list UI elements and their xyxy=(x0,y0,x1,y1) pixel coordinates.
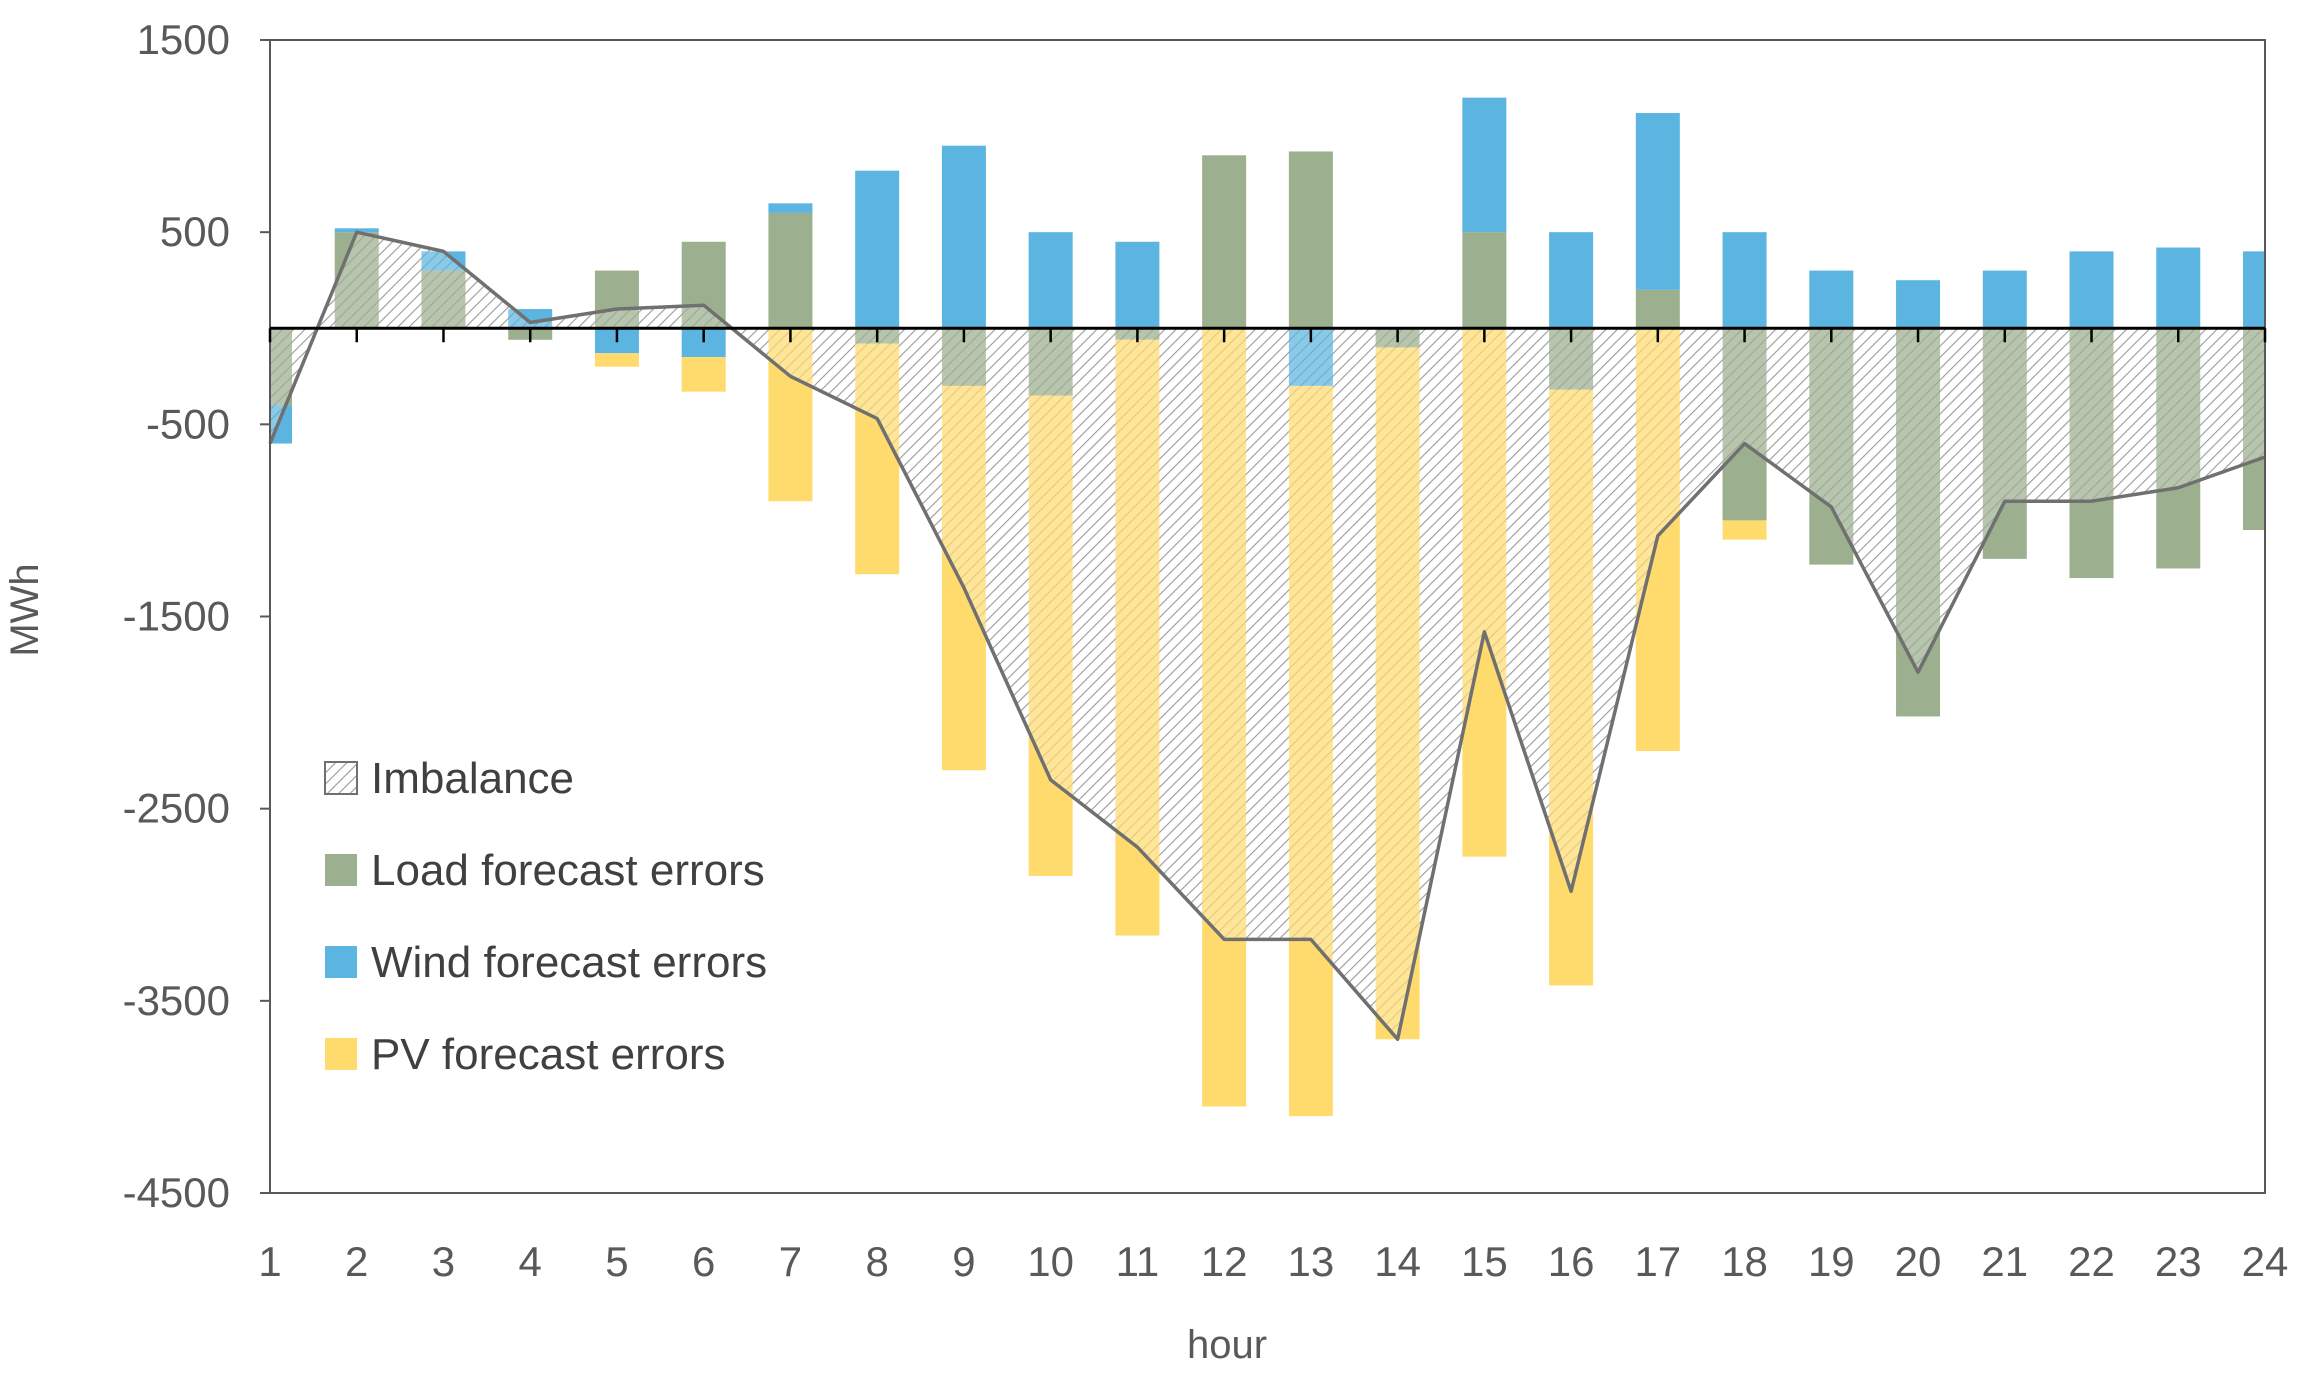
legend-label-pv: PV forecast errors xyxy=(371,1030,726,1079)
x-tick-label: 15 xyxy=(1461,1238,1508,1285)
x-axis-title: hour xyxy=(1187,1323,1267,1367)
legend-item-wind: Wind forecast errors xyxy=(325,938,767,987)
y-tick-label: -500 xyxy=(146,400,230,447)
load-bar-hour-15 xyxy=(1462,232,1507,329)
x-tick-label: 16 xyxy=(1548,1238,1595,1285)
wind-bar-hour-15 xyxy=(1462,97,1507,233)
y-tick-label: -1500 xyxy=(123,593,230,640)
x-tick-label: 9 xyxy=(952,1238,975,1285)
x-tick-label: 21 xyxy=(1981,1238,2028,1285)
y-tick-label: 500 xyxy=(160,208,230,255)
y-tick-label: 1500 xyxy=(137,16,230,63)
x-tick-label: 13 xyxy=(1288,1238,1335,1285)
x-tick-label: 3 xyxy=(432,1238,455,1285)
imbalance-line xyxy=(268,230,2266,1042)
legend: Imbalance Load forecast errors Wind foreca… xyxy=(324,754,767,1079)
wind-bar-hour-7 xyxy=(768,203,813,213)
x-tick-label: 5 xyxy=(605,1238,628,1285)
y-tick-label: -2500 xyxy=(123,785,230,832)
x-tick-label: 24 xyxy=(2242,1238,2289,1285)
x-tick-label: 23 xyxy=(2155,1238,2202,1285)
legend-swatch-pv xyxy=(325,1038,357,1070)
pv-bar-hour-5 xyxy=(594,353,639,367)
x-tick-label: 19 xyxy=(1808,1238,1855,1285)
x-tick-label: 2 xyxy=(345,1238,368,1285)
legend-label-imbalance: Imbalance xyxy=(371,754,574,803)
y-tick-label: -4500 xyxy=(123,1169,230,1216)
legend-label-load: Load forecast errors xyxy=(371,846,765,895)
legend-item-load: Load forecast errors xyxy=(325,846,765,895)
legend-label-wind: Wind forecast errors xyxy=(371,938,767,987)
x-tick-label: 20 xyxy=(1895,1238,1942,1285)
wind-bar-hour-24 xyxy=(2243,251,2265,329)
legend-item-imbalance: Imbalance xyxy=(324,754,574,803)
x-tick-label: 18 xyxy=(1721,1238,1768,1285)
legend-swatch-load xyxy=(325,854,357,886)
load-bar-hour-17 xyxy=(1635,289,1680,329)
load-bar-hour-12 xyxy=(1202,155,1247,329)
wind-bar-hour-17 xyxy=(1635,113,1680,290)
x-tick-label: 11 xyxy=(1116,1238,1160,1285)
wind-bar-hour-9 xyxy=(941,145,986,329)
wind-bar-hour-22 xyxy=(2069,251,2114,329)
load-bar-hour-13 xyxy=(1288,151,1333,329)
x-tick-label: 4 xyxy=(519,1238,542,1285)
y-tick-label: -3500 xyxy=(123,977,230,1024)
x-tick-label: 14 xyxy=(1374,1238,1421,1285)
wind-bar-hour-20 xyxy=(1896,280,1941,329)
load-bar-hour-7 xyxy=(768,212,813,329)
x-tick-label: 8 xyxy=(865,1238,888,1285)
wind-bar-hour-19 xyxy=(1809,270,1854,329)
wind-bar-hour-16 xyxy=(1549,232,1594,329)
x-tick-label: 10 xyxy=(1027,1238,1074,1285)
imbalance-area-overlay xyxy=(270,232,2265,1040)
wind-bar-hour-23 xyxy=(2156,247,2201,329)
wind-bar-hour-2 xyxy=(334,228,379,233)
x-tick-label: 6 xyxy=(692,1238,715,1285)
imbalance-hatch-overlay-layer xyxy=(270,232,2265,1040)
x-tick-label: 22 xyxy=(2068,1238,2115,1285)
legend-item-pv: PV forecast errors xyxy=(325,1030,726,1079)
x-tick-label: 7 xyxy=(779,1238,802,1285)
y-axis-title: MWh xyxy=(3,563,47,656)
x-tick-label: 1 xyxy=(258,1238,281,1285)
wind-bar-hour-21 xyxy=(1982,270,2027,329)
x-tick-label: 12 xyxy=(1201,1238,1248,1285)
wind-bar-hour-8 xyxy=(855,170,900,329)
legend-swatch-imbalance xyxy=(324,761,358,795)
wind-bar-hour-10 xyxy=(1028,232,1073,329)
wind-bar-hour-18 xyxy=(1722,232,1767,329)
pv-bar-hour-18 xyxy=(1722,520,1767,540)
imbalance-line-layer xyxy=(268,230,2266,1042)
legend-swatch-wind xyxy=(325,946,357,978)
x-tick-label: 17 xyxy=(1634,1238,1681,1285)
wind-bar-hour-11 xyxy=(1115,241,1160,329)
pv-bar-hour-6 xyxy=(681,357,726,392)
